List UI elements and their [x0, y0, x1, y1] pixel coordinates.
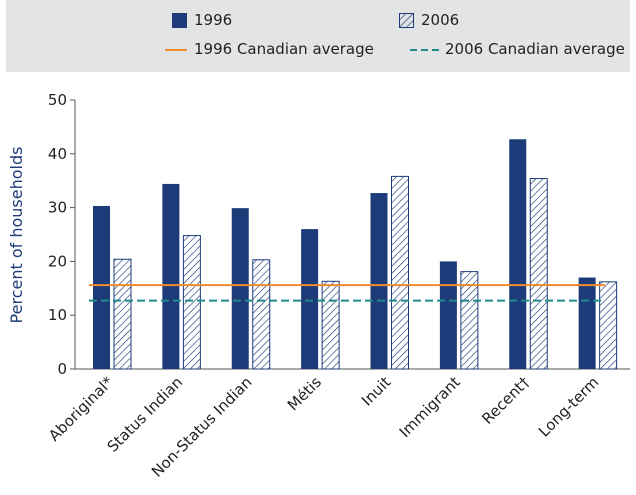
bar-2006-0 [113, 258, 132, 370]
legend-label-1996-average: 1996 Canadian average [194, 40, 374, 58]
bar-2006-1 [182, 235, 201, 370]
x-tick-label-0: Aboriginal* [45, 373, 117, 445]
legend-label-2006: 2006 [421, 11, 460, 29]
bar-2006-3 [321, 280, 340, 370]
bars [93, 139, 618, 370]
y-axis-title-group: Percent of households [7, 147, 26, 324]
y-tick-label: 50 [48, 91, 67, 109]
bar-2006-7 [599, 281, 618, 370]
legend-swatch-1996 [172, 13, 187, 28]
legend-label-2006-average: 2006 Canadian average [445, 40, 625, 58]
y-tick-label: 30 [48, 199, 67, 217]
y-tick-label: 20 [48, 252, 67, 270]
y-tick-label: 40 [48, 145, 67, 163]
bar-1996-3 [301, 229, 319, 369]
bar-1996-1 [162, 183, 180, 369]
x-tick-label-6: Recent† [478, 373, 533, 428]
bar-1996-7 [578, 277, 596, 369]
bar-1996-4 [370, 193, 388, 369]
bar-1996-5 [439, 261, 457, 369]
x-tick-label-7: Long-term [535, 373, 602, 440]
bar-2006-5 [460, 271, 479, 370]
bar-2006-2 [252, 259, 271, 370]
bar-2006-4 [391, 175, 409, 370]
legend-label-1996: 1996 [194, 11, 233, 29]
x-tick-label-5: Immigrant [396, 373, 464, 441]
x-tick-label-4: Inuit [358, 373, 394, 409]
legend-swatch-2006 [399, 13, 414, 28]
y-tick-label: 0 [57, 360, 67, 378]
bar-1996-0 [93, 205, 110, 369]
y-axis-title: Percent of households [7, 147, 26, 324]
legend-line-2006-average [410, 49, 440, 51]
bar-1996-2 [231, 208, 249, 369]
reference-lines [89, 284, 605, 302]
legend-line-1996-average [165, 49, 187, 51]
bar-2006-6 [529, 178, 548, 370]
x-tick-label-3: Métis [284, 373, 325, 414]
bar-1996-6 [509, 139, 527, 369]
legend: 1996 2006 1996 Canadian average 2006 Can… [6, 0, 630, 72]
y-tick-label: 10 [48, 306, 67, 324]
